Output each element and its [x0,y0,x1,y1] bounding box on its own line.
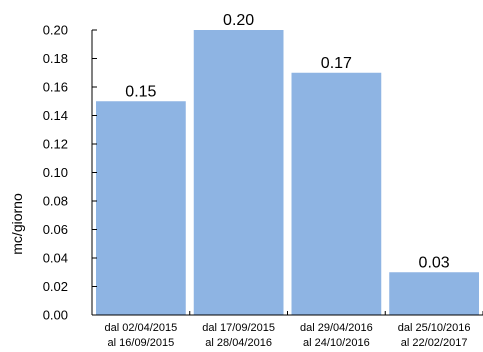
y-tick-label-6: 0.12 [43,137,68,152]
bar-2 [193,30,284,315]
y-tick-label-5: 0.10 [43,165,68,180]
bar-1 [96,101,186,315]
data-label-1: 0.15 [125,83,156,100]
category-label-3-line-1: dal 29/04/2016 [300,322,373,334]
category-label-1-line-2: al 16/09/2015 [108,337,175,349]
data-label-4: 0.03 [419,254,450,271]
category-label-1-line-1: dal 02/04/2015 [104,322,177,334]
y-tick-label-8: 0.16 [43,80,68,95]
y-tick-label-10: 0.20 [43,23,68,38]
category-label-2-line-2: al 28/04/2016 [205,337,272,349]
y-axis-title: mc/giorno [9,193,25,255]
bar-4 [389,272,479,315]
bar-3 [291,72,382,315]
y-tick-label-4: 0.08 [43,194,68,209]
y-tick-label-2: 0.04 [43,251,68,266]
y-tick-label-9: 0.18 [43,51,68,66]
category-label-2-line-1: dal 17/09/2015 [202,322,275,334]
plot-area: 0.15 0.20 0.17 0.03 0.00 0.02 0.04 0.06 0.08 0.10… [43,12,483,349]
y-tick-label-7: 0.14 [43,108,68,123]
category-label-4-line-2: al 22/02/2017 [401,337,468,349]
y-tick-label-1: 0.02 [43,279,68,294]
category-label-4-line-1: dal 25/10/2016 [398,322,471,334]
y-tick-label-0: 0.00 [43,308,68,323]
data-label-2: 0.20 [223,12,254,29]
y-tick-label-3: 0.06 [43,222,68,237]
data-label-3: 0.17 [321,55,352,72]
category-label-3-line-2: al 24/10/2016 [303,337,370,349]
